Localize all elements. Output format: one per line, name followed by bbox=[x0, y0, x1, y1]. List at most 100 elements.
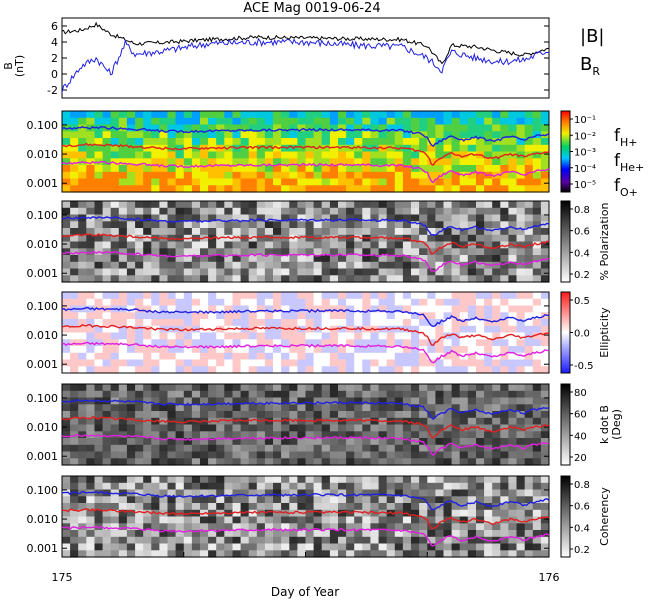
panel-power-cell bbox=[338, 158, 347, 166]
panel-polarization-cell bbox=[159, 261, 168, 270]
panel-ellipticity-cell bbox=[467, 319, 477, 327]
panel-polarization-cell bbox=[175, 255, 185, 263]
panel-power-cell bbox=[102, 158, 112, 166]
panel-ellipticity-cell bbox=[273, 298, 282, 307]
panel-coherency-cell bbox=[427, 536, 436, 545]
panel-ellipticity-cell bbox=[126, 332, 136, 340]
panel-polarization-cell bbox=[70, 261, 79, 270]
panel-coherency-cell bbox=[427, 509, 436, 518]
panel-power-cell bbox=[110, 165, 120, 173]
panel1-frame bbox=[61, 17, 550, 99]
panel-ellipticity-cell bbox=[126, 292, 136, 300]
panel-power-cell bbox=[256, 124, 266, 132]
panel-power-cell bbox=[524, 185, 534, 193]
panel-kdotb-cell bbox=[126, 431, 136, 439]
panel-kdotb-cell bbox=[443, 404, 453, 412]
panel-polarization-cell bbox=[297, 248, 306, 256]
panel-ellipticity-cell bbox=[492, 332, 501, 340]
panel-ellipticity-cell bbox=[224, 325, 233, 334]
panel-power-cell bbox=[289, 124, 298, 132]
panel-power-cell bbox=[321, 165, 331, 173]
panel-kdotb-cell bbox=[118, 411, 128, 419]
panel-polarization-cell bbox=[86, 234, 95, 243]
panel-coherency-cell bbox=[297, 482, 306, 491]
panel-power-cell bbox=[370, 178, 379, 186]
panel-power-cell bbox=[216, 158, 225, 166]
panel-power-cell bbox=[394, 111, 404, 119]
panel-coherency-cell bbox=[151, 550, 160, 558]
panel-kdotb-cell bbox=[419, 458, 428, 466]
panel-power-cell bbox=[62, 151, 71, 159]
panel-coherency-cell bbox=[216, 476, 225, 484]
panel-kdotb-cell bbox=[516, 384, 526, 392]
panel-power-cell bbox=[102, 117, 112, 126]
panel-power-cell bbox=[216, 151, 225, 159]
panel-kdotb-cell bbox=[321, 397, 331, 405]
panel-kdotb-cell bbox=[94, 397, 104, 405]
panel-coherency-cell bbox=[151, 476, 160, 484]
panel-power-cell bbox=[256, 165, 266, 173]
panel-polarization-cell bbox=[118, 234, 128, 243]
panel-ellipticity-cell bbox=[62, 352, 71, 361]
panel-polarization-cell bbox=[500, 221, 509, 229]
panel-coherency-cell bbox=[175, 489, 185, 497]
panel-kdotb-cell bbox=[110, 424, 120, 432]
panel-kdotb-cell bbox=[313, 458, 323, 466]
panel-coherency-cell bbox=[346, 489, 355, 497]
panel-kdotb-cell bbox=[208, 417, 217, 426]
panel-kdotb-cell bbox=[443, 411, 453, 419]
panel-power-cell bbox=[402, 117, 412, 126]
panel-ellipticity-cell bbox=[273, 346, 282, 354]
panel-ellipticity-cell bbox=[70, 312, 79, 320]
panel-power-cell bbox=[467, 138, 477, 146]
panel-polarization-cell bbox=[508, 214, 517, 222]
panel-kdotb-cell bbox=[281, 444, 290, 453]
panel-polarization-cell bbox=[86, 228, 95, 236]
panel-kdotb-cell bbox=[451, 431, 461, 439]
panel-ellipticity-cell bbox=[321, 298, 331, 307]
panel-kdotb-cell bbox=[86, 417, 95, 426]
panel-power-cell bbox=[62, 178, 71, 186]
panel-kdotb-cell bbox=[532, 417, 542, 426]
panel-polarization-cell bbox=[411, 261, 420, 270]
panel-ellipticity-cell bbox=[126, 359, 136, 367]
panel-coherency-cell bbox=[338, 476, 347, 484]
panel-kdotb-cell bbox=[175, 438, 185, 446]
panel-kdotb-cell bbox=[78, 424, 87, 432]
panel-coherency-cell bbox=[167, 476, 177, 484]
panel-ellipticity-cell bbox=[102, 319, 112, 327]
panel-coherency-cell bbox=[208, 482, 217, 491]
panel-ellipticity-cell bbox=[167, 292, 177, 300]
panel-kdotb-cell bbox=[224, 458, 233, 466]
panel-polarization-cell bbox=[329, 248, 339, 256]
panel-coherency-cell bbox=[305, 550, 315, 558]
panel-kdotb-cell bbox=[476, 411, 485, 419]
panel-kdotb-cell bbox=[313, 424, 323, 432]
panel-kdotb-cell bbox=[151, 411, 160, 419]
panel-polarization-cell bbox=[281, 255, 290, 263]
panel-polarization-cell bbox=[167, 221, 177, 229]
panel-power-cell bbox=[411, 171, 420, 180]
panel1-series-br bbox=[61, 37, 549, 93]
panel-coherency-cell bbox=[467, 503, 477, 511]
panel-power-cell bbox=[378, 111, 388, 119]
panel-ellipticity-cell bbox=[191, 332, 201, 340]
panel-ellipticity-cell bbox=[451, 352, 461, 361]
panel-coherency-cell bbox=[110, 482, 120, 491]
panel-kdotb-cell bbox=[151, 397, 160, 405]
panel-polarization-cell bbox=[208, 228, 217, 236]
panel-polarization-cell bbox=[313, 241, 323, 249]
panel-power-colorbar-tick-label: 10⁻³ bbox=[574, 148, 596, 159]
panel-power-cell bbox=[208, 158, 217, 166]
panel-polarization-cell bbox=[338, 255, 347, 263]
panel-kdotb-cell bbox=[240, 444, 250, 453]
panel-polarization-cell bbox=[419, 248, 428, 256]
panel-power-cell bbox=[135, 171, 144, 180]
panel-coherency-cell bbox=[346, 536, 355, 545]
panel-power-cell bbox=[273, 131, 282, 139]
panel-kdotb-cell bbox=[394, 438, 404, 446]
panel-kdotb-cell bbox=[378, 384, 388, 392]
panel-polarization-cell bbox=[427, 248, 436, 256]
panel-power-cell bbox=[435, 144, 444, 153]
panel-power-cell bbox=[329, 171, 339, 180]
